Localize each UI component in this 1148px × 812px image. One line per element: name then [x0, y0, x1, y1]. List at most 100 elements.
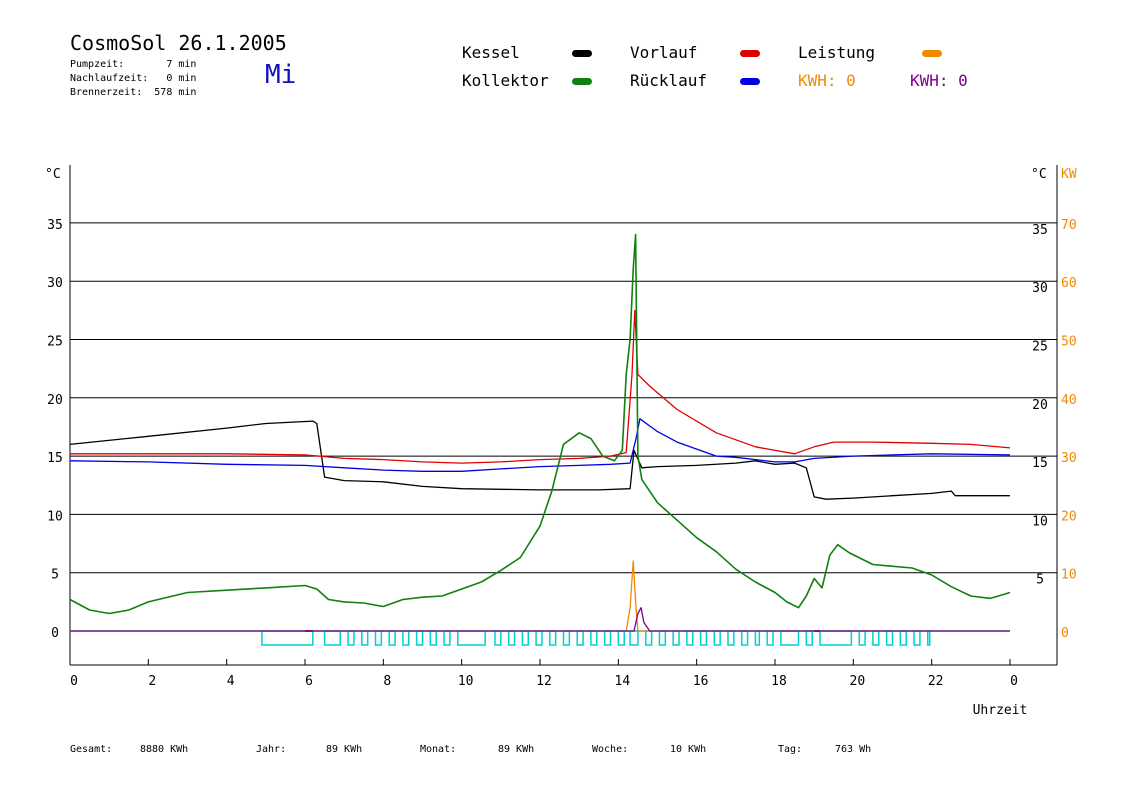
pump-interval: [766, 630, 774, 646]
follow-up-time: Nachlaufzeit: 0 min: [70, 73, 197, 84]
chart-axes: [69, 165, 1058, 666]
y-tick-right: 15: [1032, 456, 1048, 471]
pump-time: Pumpzeit: 7 min: [70, 59, 197, 70]
y2-unit: KW: [1061, 167, 1077, 182]
pump-interval: [617, 630, 625, 646]
app-title: CosmoSol 26.1.2005: [70, 31, 287, 55]
pump-interval: [727, 630, 735, 646]
footer-tag-label: Tag:: [778, 744, 803, 755]
pump-interval: [686, 630, 694, 646]
pump-interval: [507, 630, 516, 646]
pump-interval: [457, 630, 486, 646]
y-tick-left: 15: [47, 451, 63, 466]
footer-jahr-value: 89 KWh: [326, 744, 363, 755]
y-tick-left: 20: [47, 393, 63, 408]
pump-interval: [603, 630, 612, 646]
pump-interval: [699, 630, 708, 646]
burner-time: Brennerzeit: 578 min: [70, 87, 197, 98]
pump-interval: [494, 630, 502, 646]
pump-interval: [819, 630, 853, 646]
footer-monat-value: 89 KWh: [498, 744, 535, 755]
pump-interval: [549, 630, 557, 646]
legend-ruecklauf-label: Rücklauf: [630, 71, 708, 90]
y-tick-right: 20: [1032, 398, 1048, 413]
footer-monat-label: Monat:: [420, 744, 457, 755]
y-unit-right: °C: [1031, 167, 1047, 182]
pump-interval: [872, 630, 880, 646]
pump-interval: [629, 630, 639, 646]
pump-interval: [388, 630, 396, 646]
y2-tick: 40: [1061, 393, 1077, 408]
series-kwh: [70, 607, 1010, 632]
pump-interval: [858, 630, 866, 646]
pump-interval: [913, 630, 921, 646]
x-tick-label: 0: [70, 674, 78, 689]
pump-interval: [429, 630, 437, 646]
pump-interval: [576, 630, 584, 646]
footer-gesamt-label: Gesamt:: [70, 744, 113, 755]
x-tick-label: 20: [850, 674, 866, 689]
y-tick-left: 0: [51, 626, 59, 641]
y-tick-right: 25: [1032, 340, 1048, 355]
pump-interval: [740, 630, 749, 646]
pump-interval: [535, 630, 543, 646]
pump-interval: [347, 630, 355, 646]
y2-tick: 30: [1061, 451, 1077, 466]
pump-interval: [402, 630, 410, 646]
footer-woche-label: Woche:: [592, 744, 629, 755]
x-tick-label: 12: [536, 674, 552, 689]
legend-kollektor-label: Kollektor: [462, 71, 549, 90]
series-vorlauf: [70, 309, 1011, 464]
y-tick-left: 10: [47, 509, 63, 524]
series-ruecklauf: [69, 418, 1011, 472]
legend-kessel-label: Kessel: [462, 43, 520, 62]
x-tick-label: 10: [458, 674, 474, 689]
x-tick-label: 16: [693, 674, 709, 689]
series-leistung: [70, 560, 1010, 632]
y-tick-left: 30: [47, 276, 63, 291]
x-tick-label: 0: [1010, 674, 1018, 689]
legend-kwh-orange: KWH: 0: [798, 71, 856, 90]
y-unit-left: °C: [45, 167, 61, 182]
chart-grid: [70, 222, 1057, 574]
pump-interval: [713, 630, 721, 646]
x-tick-label: 6: [305, 674, 313, 689]
footer-tag-value: 763 Wh: [835, 744, 872, 755]
y-tick-right: 35: [1032, 223, 1048, 238]
y-tick-right: 10: [1032, 514, 1048, 529]
pump-interval: [927, 630, 931, 646]
pump-interval: [374, 630, 383, 646]
y2-tick: 70: [1061, 218, 1077, 233]
pump-interval: [645, 630, 653, 646]
y2-tick: 0: [1061, 626, 1069, 641]
y-tick-right: 30: [1032, 281, 1048, 296]
pump-interval: [805, 630, 813, 646]
legend-kessel-swatch: [572, 50, 592, 57]
footer-woche-value: 10 KWh: [670, 744, 707, 755]
x-tick-label: 8: [383, 674, 391, 689]
pump-interval: [443, 630, 451, 646]
y2-tick: 60: [1061, 276, 1077, 291]
y-tick-right: 5: [1036, 573, 1044, 588]
x-tick-label: 4: [227, 674, 235, 689]
legend-vorlauf-swatch: [740, 50, 760, 57]
pump-intervals: [70, 630, 1010, 646]
pump-interval: [521, 630, 529, 646]
pump-interval: [261, 630, 314, 646]
legend-leistung-swatch: [922, 50, 942, 57]
chart-series: [69, 233, 1011, 632]
x-axis-label: Uhrzeit: [973, 703, 1028, 718]
pump-interval: [361, 630, 369, 646]
footer-jahr-label: Jahr:: [256, 744, 287, 755]
y-tick-left: 25: [47, 335, 63, 350]
pump-interval: [899, 630, 907, 646]
legend-kwh-purple: KWH: 0: [910, 71, 968, 90]
series-kessel: [69, 420, 1010, 500]
pump-interval: [415, 630, 424, 646]
pump-interval: [754, 630, 761, 646]
pump-interval: [658, 630, 667, 646]
x-tick-label: 2: [148, 674, 156, 689]
x-tick-label: 22: [928, 674, 944, 689]
